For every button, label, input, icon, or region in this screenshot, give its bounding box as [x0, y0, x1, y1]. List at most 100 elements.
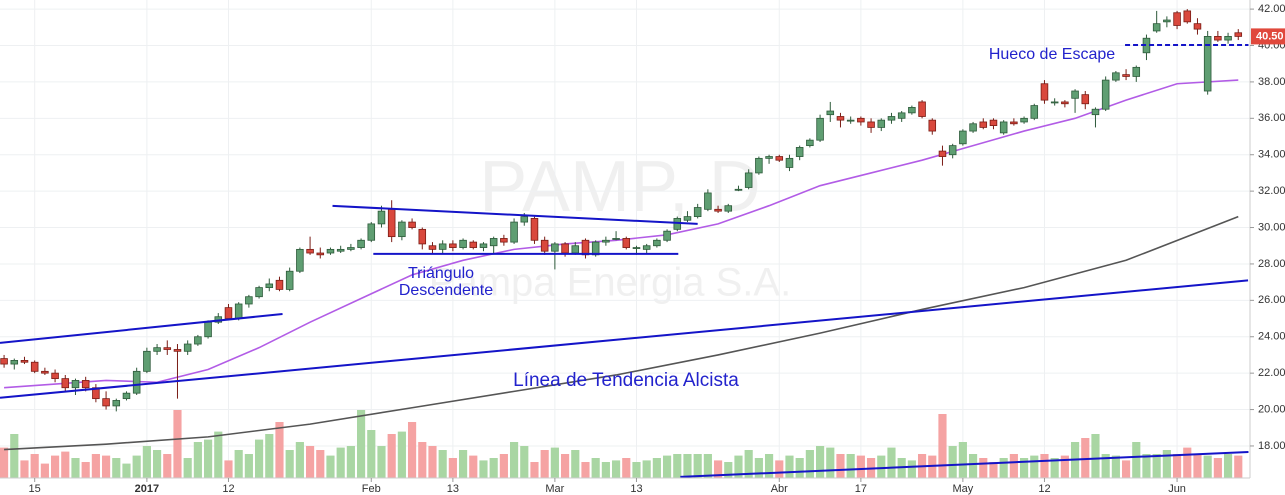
candle-body — [1061, 101, 1069, 105]
candle-body — [30, 361, 39, 372]
candle-body — [1112, 72, 1120, 81]
annotation: Triángulo — [408, 265, 474, 282]
volume-bar — [40, 463, 49, 478]
volume-bar — [662, 455, 672, 478]
candle-body — [153, 347, 161, 352]
y-tick-label: 42.00 — [1258, 3, 1285, 15]
trend-lines — [0, 43, 1249, 478]
candle-body — [765, 156, 773, 159]
volume-bar — [703, 454, 712, 478]
volume-bar — [469, 455, 478, 478]
volume-bar — [407, 422, 417, 478]
candle-body — [510, 221, 518, 243]
volume-bar — [316, 450, 325, 478]
candle-body — [1163, 19, 1171, 23]
volume-bar — [163, 454, 172, 478]
candle-body — [163, 347, 172, 350]
candle-body — [653, 239, 661, 247]
volume-bar — [591, 458, 600, 478]
volume-bar — [673, 454, 682, 478]
candle-body — [459, 239, 467, 248]
candle-body — [857, 117, 865, 123]
candle-body — [908, 106, 916, 114]
candle-body — [969, 123, 977, 132]
candle-body — [122, 392, 131, 400]
volume-bar — [489, 458, 498, 478]
candle-body — [143, 350, 151, 372]
candle-body — [612, 238, 620, 240]
volume-bar — [509, 442, 519, 478]
candle-body — [489, 238, 498, 247]
candle-body — [194, 336, 202, 345]
candle-body — [663, 230, 671, 241]
volume-bar — [713, 460, 723, 478]
volume-bar — [418, 442, 427, 478]
grid — [0, 0, 1250, 478]
candle-body — [571, 245, 580, 254]
volume-bar — [367, 430, 376, 478]
candle-body — [265, 283, 274, 289]
candle-body — [469, 241, 478, 248]
candle-body — [775, 156, 784, 161]
volume-bar — [856, 455, 865, 478]
candle-body — [1173, 12, 1181, 26]
volume-bar — [91, 454, 100, 478]
candle-body — [581, 239, 590, 256]
y-tick-label: 22.00 — [1258, 367, 1285, 379]
y-tick-label: 24.00 — [1258, 331, 1285, 343]
volume-bar — [132, 455, 141, 478]
candle-body — [938, 150, 947, 157]
y-tick-label: 36.00 — [1258, 112, 1285, 124]
volume-bar — [775, 460, 784, 478]
axes: 18.00 20.00 22.00 24.00 26.00 28.00 30.00 32.00… — [29, 3, 1285, 495]
volume-bar — [10, 434, 19, 478]
volume-bar — [815, 446, 825, 478]
candle-body — [377, 210, 386, 225]
candle-body — [316, 252, 325, 256]
volume-bar — [1142, 454, 1151, 478]
volume-bar — [458, 450, 468, 478]
trend-line — [680, 450, 1249, 478]
candle-body — [1071, 90, 1079, 99]
candle-body — [357, 239, 365, 248]
annotation: Hueco de Escape — [989, 46, 1115, 63]
volume-bar — [1172, 454, 1182, 478]
x-tick-label: 12 — [1038, 483, 1050, 495]
candle-body — [449, 243, 457, 248]
volume-bar — [683, 454, 692, 478]
volume-bar — [989, 462, 998, 478]
volume-bar — [295, 442, 304, 478]
last-price-label: 40.50 — [1256, 30, 1284, 42]
y-tick-label: 20.00 — [1258, 403, 1285, 415]
volume-bar — [530, 462, 539, 478]
volume-bar — [387, 434, 396, 478]
volume-bar — [571, 450, 580, 478]
candle-body — [1132, 66, 1141, 77]
candle-body — [999, 121, 1008, 134]
candle-body — [326, 248, 335, 254]
candle-body — [204, 321, 212, 338]
volume-bar — [826, 447, 835, 478]
x-tick-label: 13 — [447, 483, 459, 495]
candle-body — [948, 145, 957, 156]
candle-body — [61, 378, 70, 389]
candle-body — [296, 248, 304, 272]
candle-body — [846, 119, 855, 122]
candle-body — [71, 380, 80, 389]
candle-body — [183, 343, 192, 352]
candle-body — [1183, 10, 1192, 23]
candle-body — [561, 243, 569, 254]
candle-body — [693, 207, 702, 218]
volume-bar — [142, 446, 151, 478]
candle-body — [602, 239, 610, 243]
candle-body — [285, 270, 294, 290]
volume-bar — [652, 458, 661, 478]
candle-body — [1101, 79, 1110, 110]
volume-bar — [540, 450, 549, 478]
volume — [0, 410, 1243, 478]
y-tick-label: 32.00 — [1258, 185, 1285, 197]
volume-bar — [877, 455, 886, 478]
candle-body — [785, 157, 794, 168]
volume-bar — [805, 450, 814, 478]
volume-bar — [1132, 442, 1141, 478]
